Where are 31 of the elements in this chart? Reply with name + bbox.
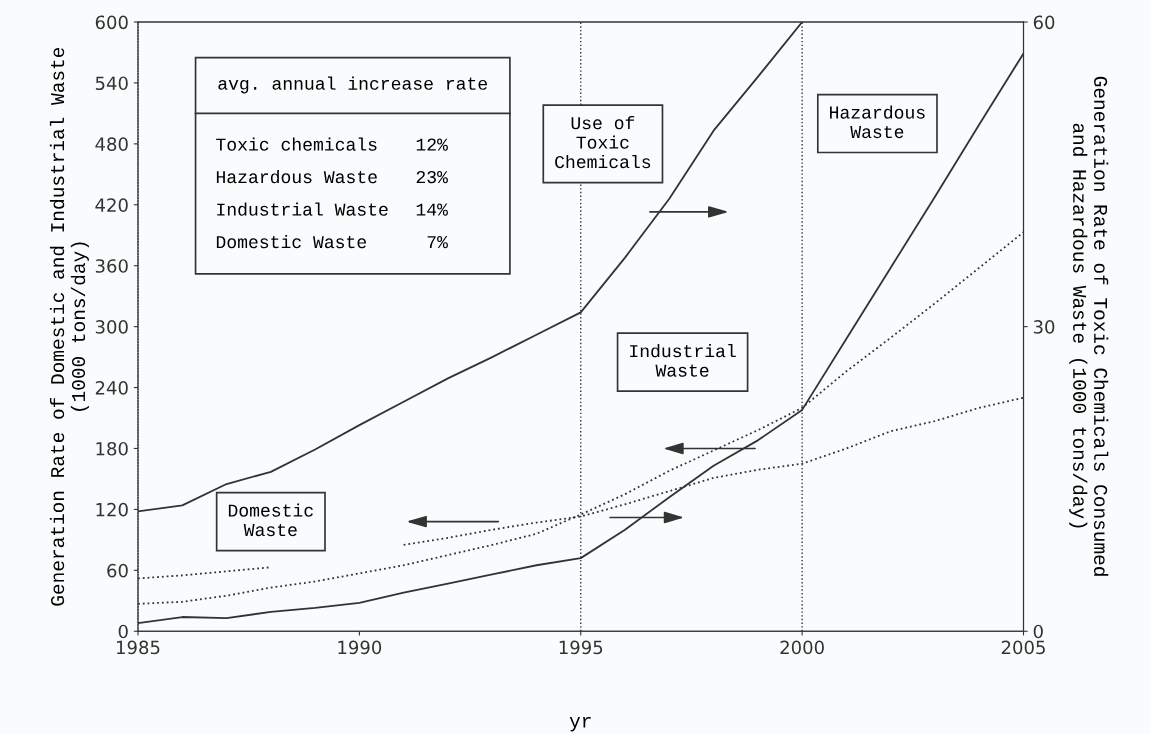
series-label: Domestic Waste (228, 503, 313, 537)
text: Domestic Waste 7% (216, 234, 448, 249)
x-tick-label: 1985 (117, 640, 160, 655)
y-tick-label: 540 (95, 76, 128, 91)
text: Toxic chemicals 12% (216, 137, 448, 151)
y2-tick-label: 0 (1033, 624, 1043, 639)
y-tick-label: 240 (95, 381, 128, 395)
text: Hazardous Waste (830, 105, 925, 139)
x-tick-label: 1995 (559, 640, 603, 655)
y2-tick-label: 60 (1033, 15, 1055, 30)
x-tick-label: 2005 (1001, 640, 1045, 655)
text: Hazardous Waste 23% (216, 169, 448, 184)
text: Industrial Waste (630, 344, 736, 377)
y2-tick-label: 30 (1033, 320, 1055, 334)
y-tick-label: 0 (118, 624, 128, 639)
y-tick-label: 480 (95, 137, 128, 151)
y-tick-label: 360 (95, 259, 128, 273)
text: Industrial Waste 14% (217, 202, 448, 216)
x-axis-title: yr (569, 716, 591, 732)
y-tick-label: 420 (95, 198, 128, 212)
x-tick-label: 1990 (338, 640, 382, 655)
y-axis-title: Generation Rate of Domestic and Industrial Waste (1000 tons/day) (49, 47, 89, 606)
y-tick-label: 120 (96, 502, 128, 517)
x-tick-label: 2000 (780, 640, 824, 655)
y-tick-label: 300 (95, 320, 128, 334)
y-tick-label: 60 (107, 563, 128, 578)
series-label: Use of Toxic Chemicals (555, 116, 651, 169)
annotation: avg. annual increase rate (218, 76, 487, 94)
y-tick-label: 600 (95, 15, 128, 30)
y-tick-label: 180 (96, 441, 128, 456)
y2-axis-title: Generation Rate of Toxic Chemicals Consumed and Hazardous Waste (1000 tons/day) (1069, 76, 1109, 576)
